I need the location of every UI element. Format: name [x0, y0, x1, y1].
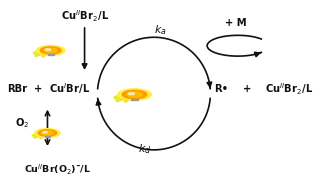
Ellipse shape [44, 48, 57, 53]
Text: + M: + M [226, 18, 247, 28]
Text: +: + [243, 84, 252, 94]
Text: R•: R• [214, 84, 229, 94]
Text: Cu$^{II}$Br$_2$/L: Cu$^{II}$Br$_2$/L [61, 8, 109, 24]
Ellipse shape [45, 49, 51, 51]
Text: RBr: RBr [7, 84, 27, 94]
Text: Cu$^{II}$Br(O$_2$)¯/L: Cu$^{II}$Br(O$_2$)¯/L [24, 163, 91, 177]
Ellipse shape [128, 93, 134, 95]
Text: $k_a$: $k_a$ [154, 23, 167, 37]
Text: Cu$^{I}$Br/L: Cu$^{I}$Br/L [50, 81, 91, 96]
Ellipse shape [118, 89, 151, 100]
Text: Cu$^{II}$Br$_2$/L: Cu$^{II}$Br$_2$/L [265, 81, 314, 97]
Ellipse shape [36, 46, 65, 55]
Ellipse shape [38, 130, 57, 136]
FancyBboxPatch shape [131, 99, 138, 100]
FancyBboxPatch shape [48, 54, 54, 55]
Text: +: + [34, 84, 42, 94]
Ellipse shape [40, 47, 61, 54]
FancyBboxPatch shape [45, 136, 50, 137]
Text: O$_2$: O$_2$ [16, 116, 30, 129]
Ellipse shape [43, 132, 48, 133]
Ellipse shape [35, 129, 60, 137]
Ellipse shape [127, 92, 142, 97]
Ellipse shape [122, 90, 147, 99]
Ellipse shape [42, 131, 53, 135]
Text: $k_d$: $k_d$ [138, 142, 151, 156]
